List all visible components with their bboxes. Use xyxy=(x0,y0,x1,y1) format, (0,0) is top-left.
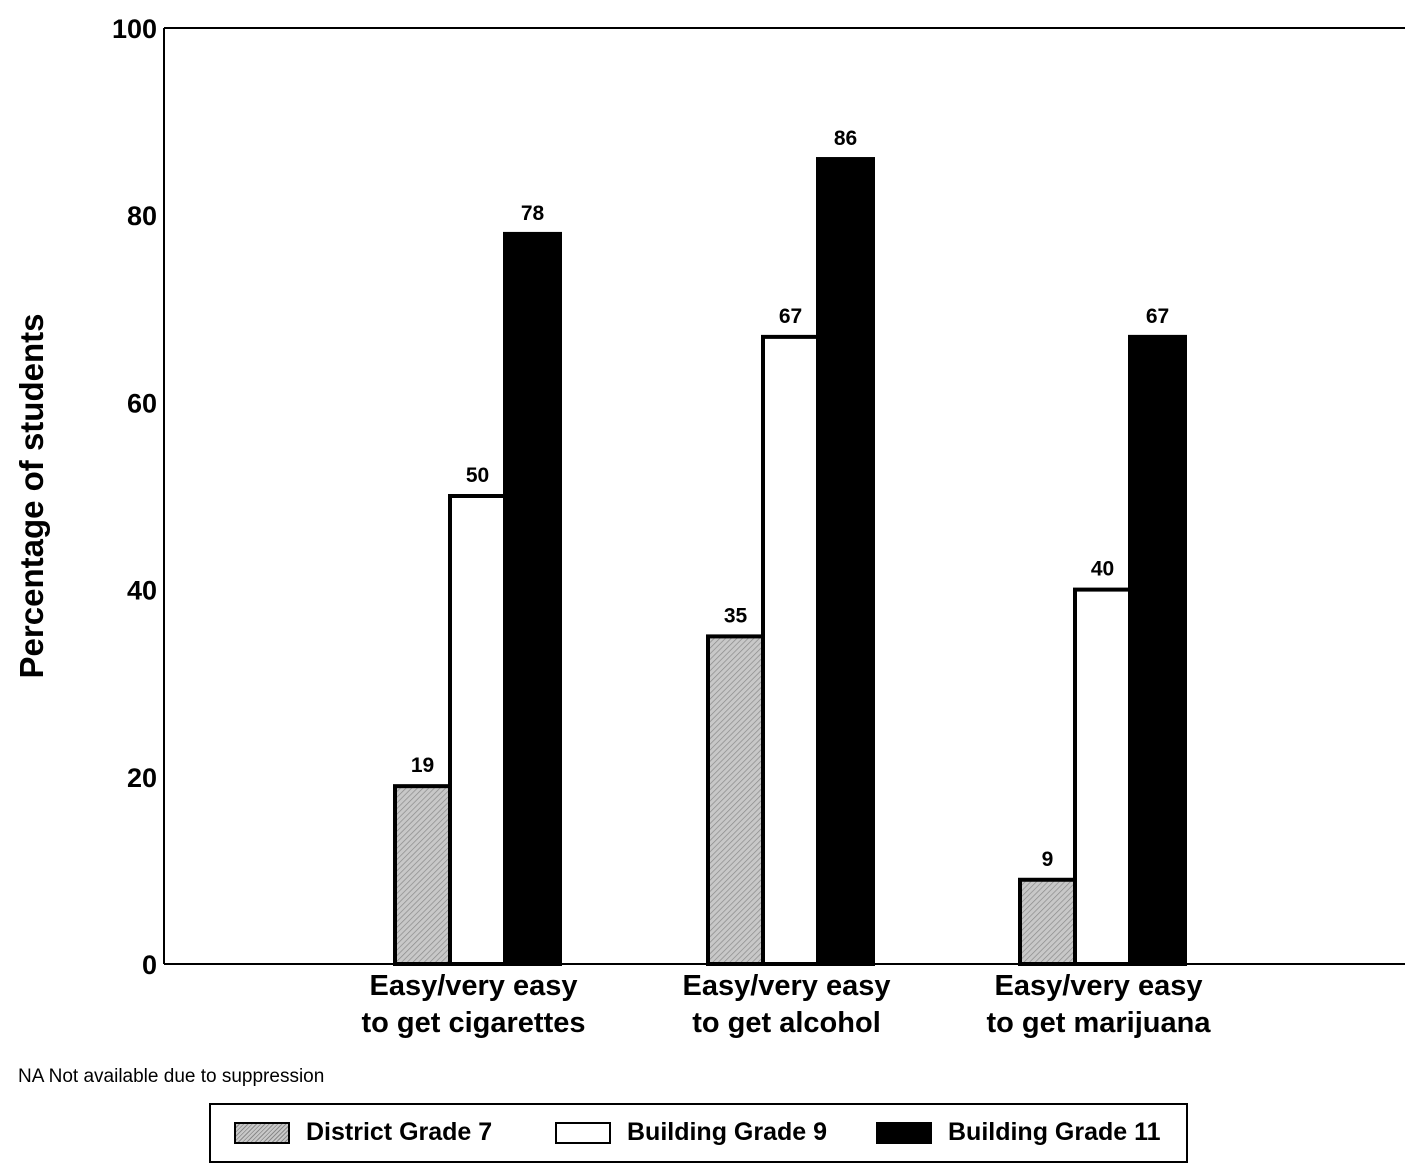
legend-label: Building Grade 9 xyxy=(627,1118,828,1146)
category-label: to get cigarettes xyxy=(362,1007,586,1039)
y-tick-label: 40 xyxy=(127,576,157,606)
data-label: 35 xyxy=(724,604,748,627)
legend-item-building-grade-11: Building Grade 11 xyxy=(876,1118,1161,1147)
category-label: to get alcohol xyxy=(692,1007,881,1039)
footnote: NA Not available due to suppression xyxy=(18,1066,325,1087)
bar xyxy=(1128,334,1187,966)
bar xyxy=(816,157,875,967)
legend-label: District Grade 7 xyxy=(306,1118,493,1146)
bar xyxy=(761,334,820,966)
category-label: Easy/very easy xyxy=(682,970,890,1002)
y-axis-ticks: 0 20 40 60 80 100 xyxy=(112,14,157,980)
data-labels: 19 50 78 35 67 86 9 40 67 xyxy=(411,127,1169,871)
legend-item-district-grade-7: District Grade 7 xyxy=(234,1118,492,1147)
y-tick-label: 0 xyxy=(142,950,157,980)
category-label: Easy/very easy xyxy=(369,970,577,1002)
y-tick-label: 60 xyxy=(127,388,157,418)
data-label: 67 xyxy=(779,305,802,328)
legend-label: Building Grade 11 xyxy=(948,1118,1161,1146)
data-label: 67 xyxy=(1146,305,1169,328)
bar xyxy=(706,634,765,967)
bars xyxy=(393,157,1187,967)
data-label: 19 xyxy=(411,754,434,777)
y-tick-label: 20 xyxy=(127,763,157,793)
data-label: 86 xyxy=(834,127,857,150)
data-label: 9 xyxy=(1042,848,1054,871)
bar xyxy=(393,784,452,966)
y-axis-label: Percentage of students xyxy=(13,314,50,679)
legend-swatch-white xyxy=(555,1121,611,1144)
legend-item-building-grade-9: Building Grade 9 xyxy=(555,1118,827,1147)
y-tick-label: 100 xyxy=(112,14,157,44)
legend: District Grade 7 Building Grade 9 Buildi… xyxy=(209,1103,1188,1163)
data-label: 40 xyxy=(1091,558,1114,581)
y-tick-label: 80 xyxy=(127,201,157,231)
bar xyxy=(448,494,507,966)
bar-chart: Percentage of students 0 20 40 60 80 100 19 50… xyxy=(13,14,1405,1039)
data-label: 78 xyxy=(521,202,545,225)
category-label: to get marijuana xyxy=(987,1007,1212,1039)
bar xyxy=(1018,877,1077,967)
category-label: Easy/very easy xyxy=(994,970,1202,1002)
bar xyxy=(1073,587,1132,966)
category-labels: Easy/very easy to get cigarettes Easy/very… xyxy=(362,970,1212,1039)
legend-swatch-hatched xyxy=(234,1121,290,1144)
legend-swatch-black xyxy=(876,1121,932,1144)
bar xyxy=(503,231,562,967)
data-label: 50 xyxy=(466,464,489,487)
